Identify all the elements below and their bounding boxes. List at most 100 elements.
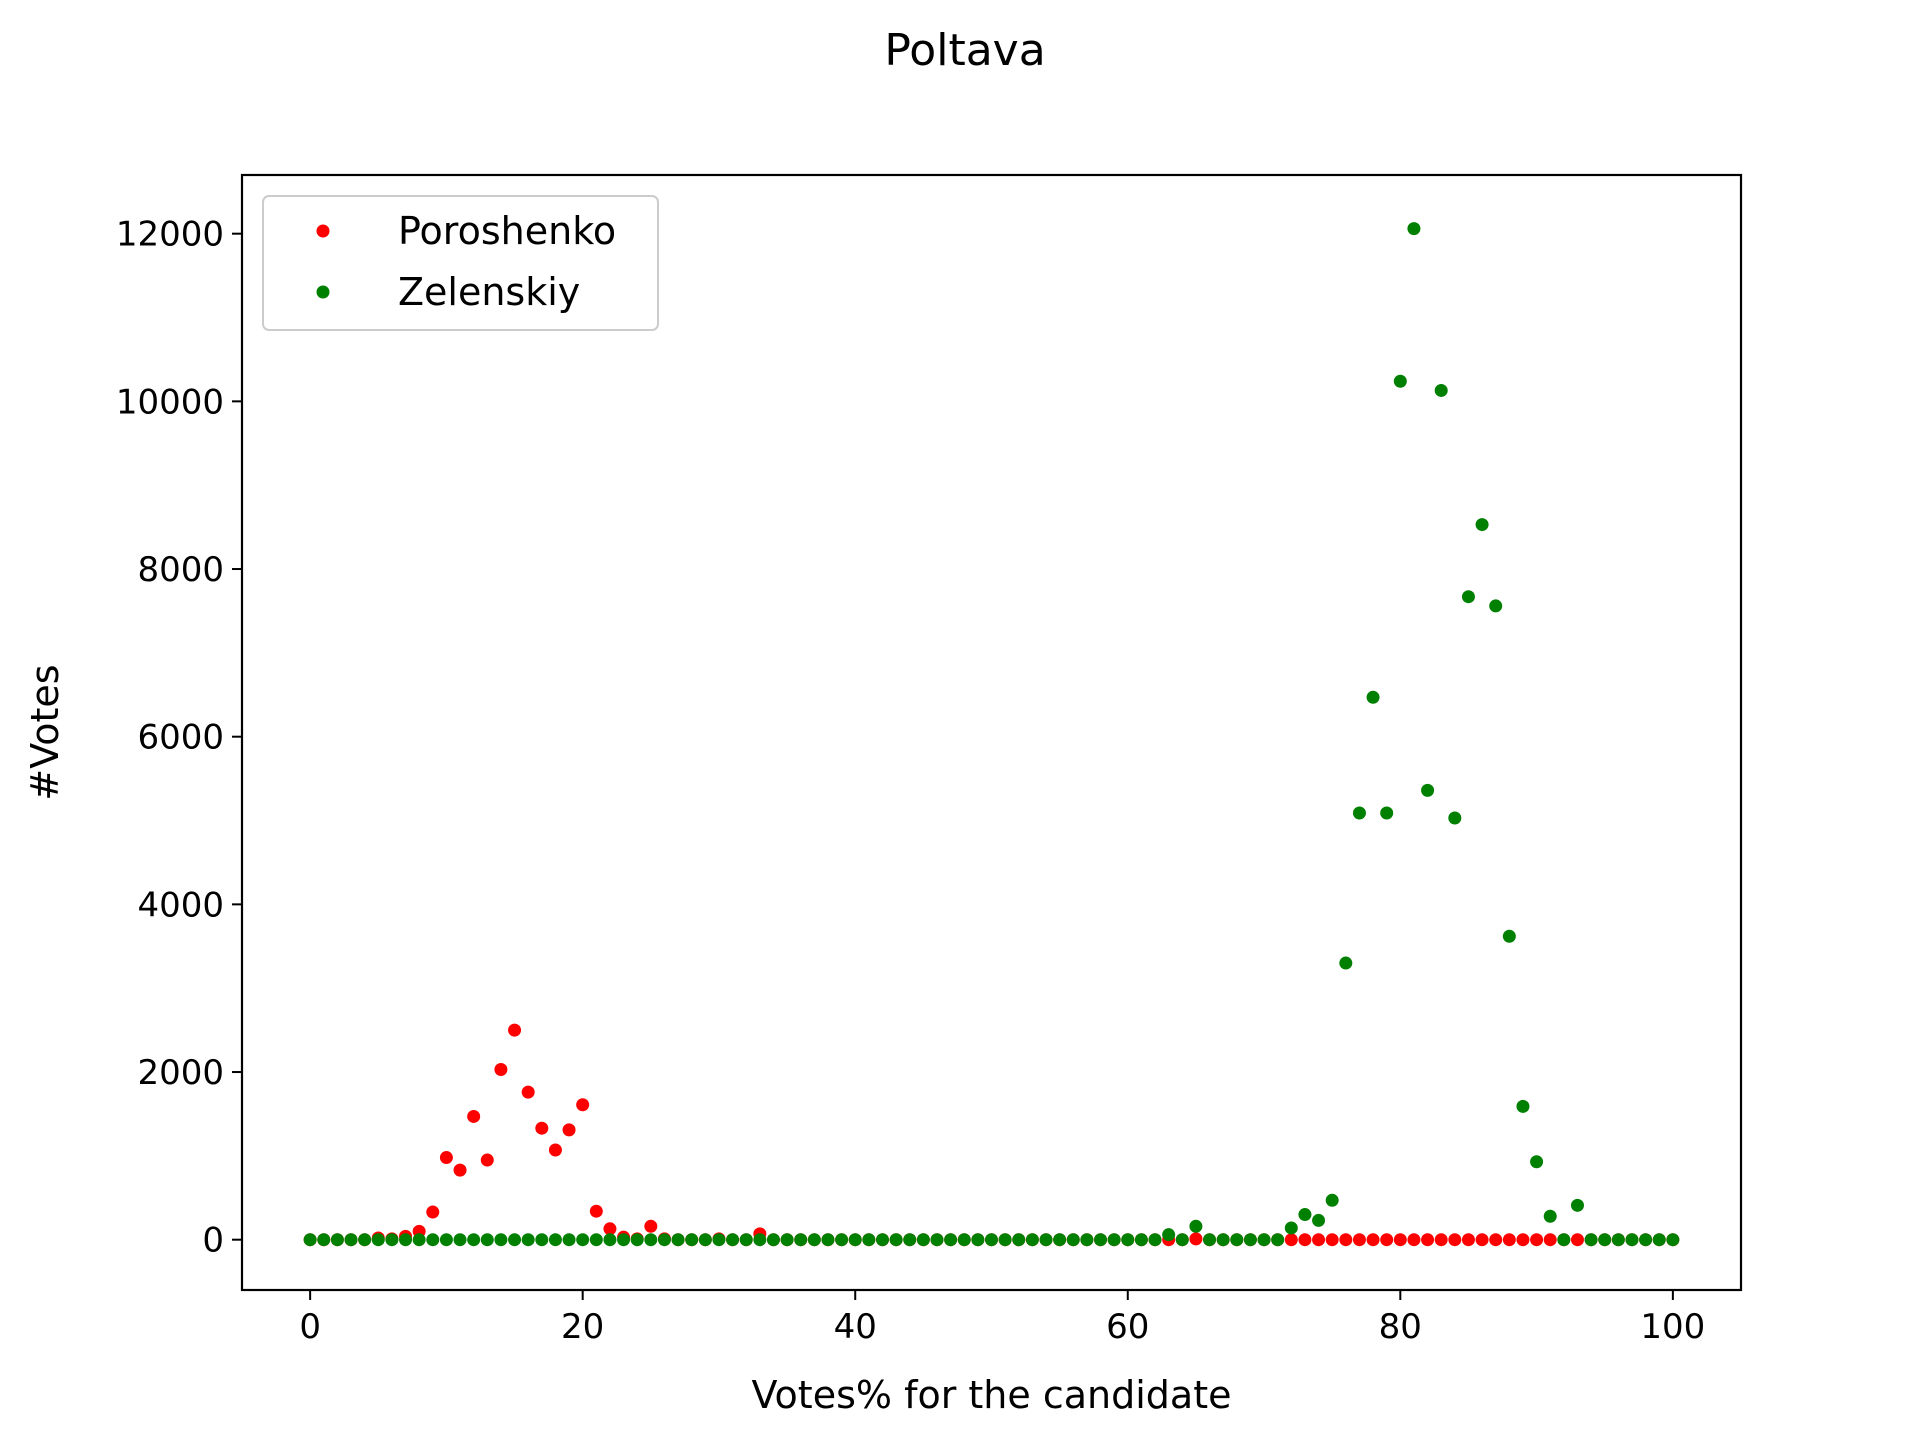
x-tick-label: 0 [299, 1307, 321, 1347]
data-point [317, 1233, 331, 1247]
y-tick-label: 12000 [116, 215, 224, 255]
data-point [1421, 1233, 1435, 1247]
data-point [1448, 811, 1462, 825]
data-point [467, 1109, 481, 1123]
data-point [439, 1233, 453, 1247]
data-point [875, 1233, 889, 1247]
data-point [1448, 1233, 1462, 1247]
data-point [1298, 1233, 1312, 1247]
data-point [412, 1233, 426, 1247]
data-point [1352, 1233, 1366, 1247]
data-point [426, 1205, 440, 1219]
data-point [303, 1233, 317, 1247]
data-point [576, 1233, 590, 1247]
data-point [1025, 1233, 1039, 1247]
data-point [1271, 1233, 1285, 1247]
data-point [1475, 518, 1489, 532]
y-tick-label: 10000 [116, 382, 224, 422]
y-tick-label: 8000 [137, 550, 224, 590]
chart-title: Poltava [884, 25, 1045, 76]
data-point [480, 1233, 494, 1247]
y-tick-label: 4000 [137, 885, 224, 925]
data-point [1121, 1233, 1135, 1247]
data-point [1516, 1233, 1530, 1247]
data-point [494, 1233, 508, 1247]
data-point [1366, 1233, 1380, 1247]
data-point [739, 1233, 753, 1247]
x-tick-label: 100 [1640, 1307, 1705, 1347]
data-point [1407, 1233, 1421, 1247]
data-point [617, 1233, 631, 1247]
data-point [1421, 783, 1435, 797]
data-point [1230, 1233, 1244, 1247]
data-point [644, 1233, 658, 1247]
data-point [439, 1151, 453, 1165]
data-point [1502, 929, 1516, 943]
data-point [521, 1233, 535, 1247]
series-zelenskiy [303, 222, 1680, 1247]
data-point [1434, 383, 1448, 397]
data-point [480, 1153, 494, 1167]
data-point [1543, 1233, 1557, 1247]
legend-marker [316, 285, 330, 299]
data-point [358, 1233, 372, 1247]
data-point [630, 1233, 644, 1247]
data-point [1461, 590, 1475, 604]
data-point [1148, 1233, 1162, 1247]
data-point [794, 1233, 808, 1247]
data-point [548, 1233, 562, 1247]
data-points [303, 222, 1680, 1247]
data-point [644, 1219, 658, 1233]
data-point [780, 1233, 794, 1247]
data-point [1530, 1155, 1544, 1169]
data-point [1216, 1233, 1230, 1247]
data-point [1611, 1233, 1625, 1247]
x-tick-label: 40 [834, 1307, 877, 1347]
data-point [712, 1233, 726, 1247]
data-point [1175, 1233, 1189, 1247]
data-point [1094, 1233, 1108, 1247]
data-point [903, 1233, 917, 1247]
data-point [467, 1233, 481, 1247]
data-point [671, 1233, 685, 1247]
data-point [1530, 1233, 1544, 1247]
data-point [1053, 1233, 1067, 1247]
data-point [1666, 1233, 1680, 1247]
data-point [1543, 1209, 1557, 1223]
data-point [1284, 1233, 1298, 1247]
data-point [916, 1233, 930, 1247]
data-point [657, 1233, 671, 1247]
axis-ticks: 0 20 40 60 80 100 0 2000 4000 6000 8000 10000 12000 [116, 215, 1705, 1347]
data-point [535, 1233, 549, 1247]
data-point [330, 1233, 344, 1247]
data-point [1516, 1099, 1530, 1113]
data-point [1461, 1233, 1475, 1247]
data-point [385, 1233, 399, 1247]
data-point [1393, 374, 1407, 388]
data-point [548, 1143, 562, 1157]
legend-label: Poroshenko [398, 209, 616, 253]
data-point [1257, 1233, 1271, 1247]
y-axis-label: #Votes [23, 664, 67, 800]
data-point [1434, 1233, 1448, 1247]
data-point [1489, 1233, 1503, 1247]
data-point [589, 1204, 603, 1218]
data-point [562, 1123, 576, 1137]
x-tick-label: 20 [561, 1307, 604, 1347]
data-point [371, 1233, 385, 1247]
data-point [807, 1233, 821, 1247]
data-point [1243, 1233, 1257, 1247]
data-point [1189, 1219, 1203, 1233]
data-point [1380, 806, 1394, 820]
data-point [1393, 1233, 1407, 1247]
data-point [1312, 1233, 1326, 1247]
data-point [589, 1233, 603, 1247]
data-point [1339, 956, 1353, 970]
x-axis-label: Votes% for the candidate [752, 1373, 1232, 1417]
data-point [1325, 1193, 1339, 1207]
data-point [1189, 1232, 1203, 1246]
data-point [426, 1233, 440, 1247]
data-point [1325, 1233, 1339, 1247]
data-point [1598, 1233, 1612, 1247]
data-point [603, 1233, 617, 1247]
